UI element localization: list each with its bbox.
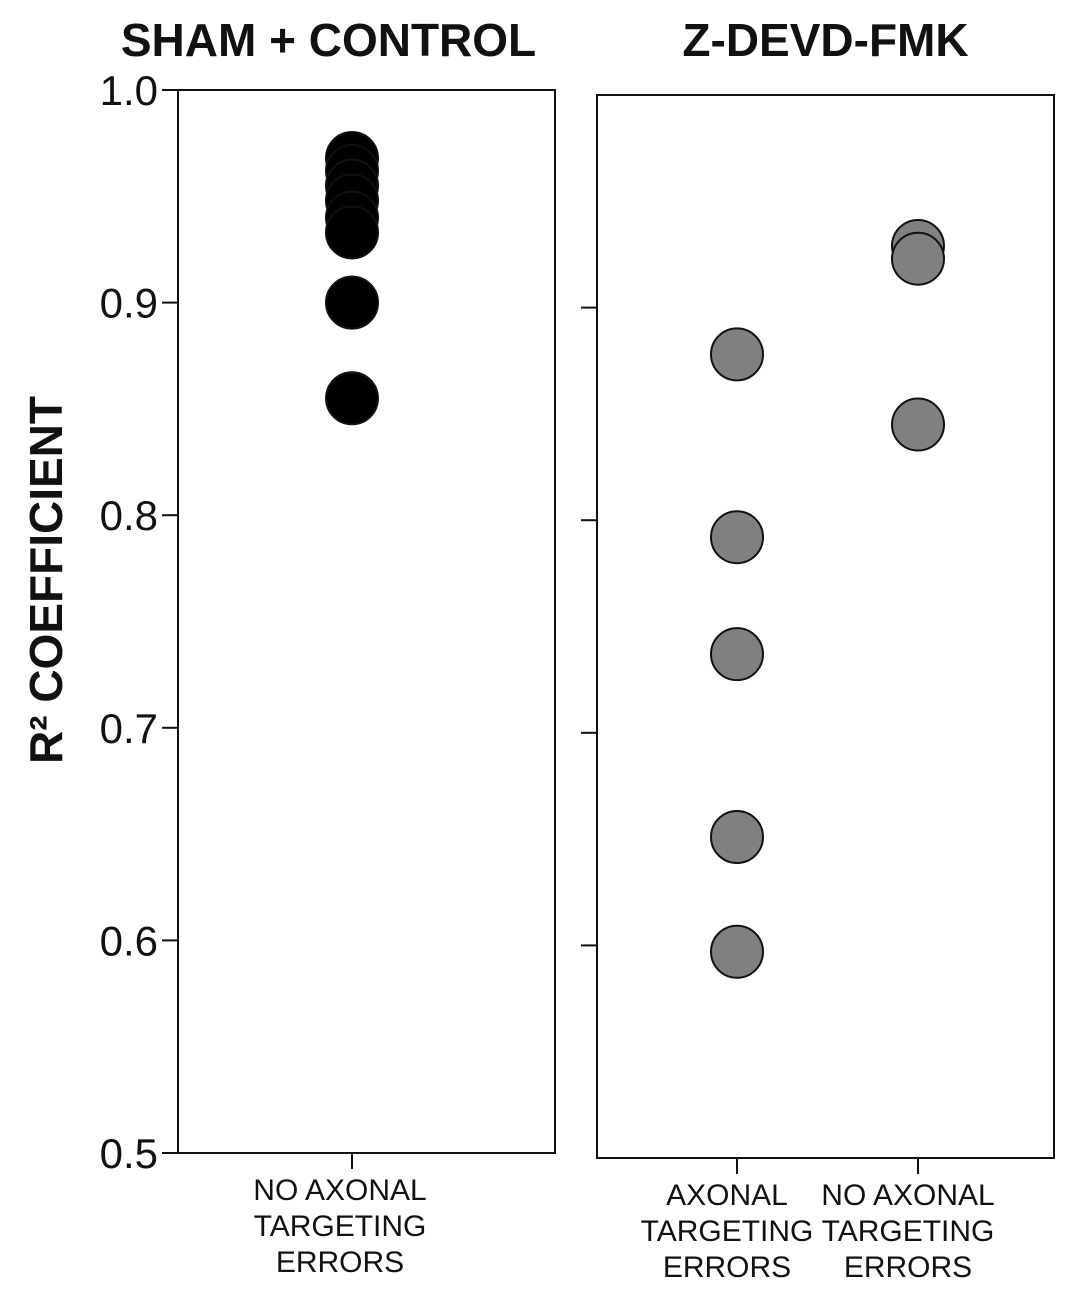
y-tick-label: 0.7 [100,705,158,752]
x-tick-label: NO AXONAL TARGETING ERRORS [821,1179,995,1284]
y-tick-label: 1.0 [100,67,158,114]
panel-title: SHAM + CONTROL [121,14,536,66]
y-axis-label: R² COEFFICIENT [20,396,72,764]
plot-frame [596,94,1055,1159]
x-tick-label: NO AXONAL TARGETING ERRORS [253,1174,427,1279]
data-point [325,371,379,426]
data-point [710,327,764,382]
y-tick-label: 0.5 [100,1130,158,1177]
data-point [325,275,379,330]
data-point [710,809,764,864]
data-point [710,627,764,682]
y-tick-label: 0.9 [100,280,158,327]
data-point [891,231,945,286]
x-tick-label: AXONAL TARGETING ERRORS [640,1179,814,1284]
plot-frame [177,89,556,1154]
data-point [710,924,764,979]
data-point [325,205,379,260]
data-point [891,397,945,452]
panel-title: Z-DEVD-FMK [682,14,968,66]
data-point [710,510,764,565]
y-tick-label: 0.6 [100,917,158,964]
y-tick-label: 0.8 [100,492,158,539]
